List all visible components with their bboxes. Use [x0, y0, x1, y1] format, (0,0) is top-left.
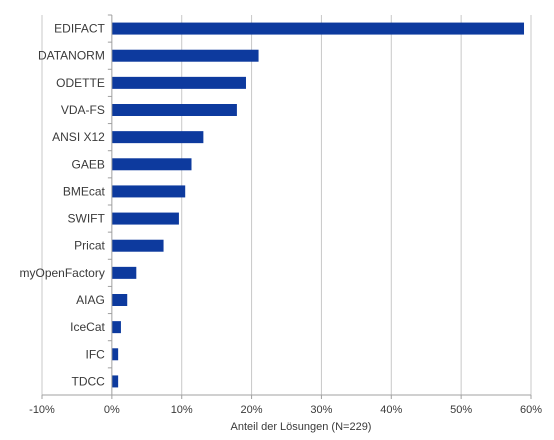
category-label: GAEB — [71, 157, 104, 171]
category-label: EDIFACT — [54, 22, 105, 36]
x-tick-label: -10% — [29, 404, 55, 416]
category-label: SWIFT — [68, 212, 106, 226]
category-label: VDA-FS — [61, 103, 105, 117]
category-label: IceCat — [70, 320, 105, 334]
bar-tdcc — [111, 375, 119, 388]
bar-vda-fs — [111, 104, 237, 116]
bar-ifc — [111, 348, 119, 361]
bar-gaeb — [111, 158, 192, 171]
category-label: Pricat — [74, 239, 105, 253]
bar-ansi-x12 — [111, 131, 204, 144]
category-label: DATANORM — [38, 49, 105, 63]
bar-myopenfactory — [111, 266, 137, 279]
gridlines — [41, 15, 532, 395]
bar-bmecat — [111, 185, 186, 198]
category-label: myOpenFactory — [19, 266, 104, 280]
bar-aiag — [111, 294, 128, 306]
category-label: TDCC — [72, 374, 106, 388]
category-label: AIAG — [76, 293, 105, 307]
labels: -10% 0% 10% 20% 30% 40% 50% 60% EDIFACT DATANORM O… — [19, 22, 542, 416]
axes — [41, 14, 532, 399]
bars — [111, 22, 525, 388]
x-tick-label: 30% — [310, 404, 332, 416]
category-label: IFC — [86, 347, 106, 361]
category-label: ANSI X12 — [52, 130, 105, 144]
bar-swift — [111, 212, 179, 225]
x-tick-label: 60% — [520, 404, 542, 416]
bar-icecat — [111, 321, 121, 334]
bar-datanorm — [111, 49, 259, 62]
x-tick-label: 40% — [380, 404, 402, 416]
bar-pricat — [111, 239, 164, 252]
bar-odette — [111, 76, 246, 89]
bar-edifact — [111, 22, 525, 35]
category-label: ODETTE — [56, 76, 105, 90]
x-tick-label: 10% — [171, 404, 193, 416]
category-label: BMEcat — [63, 184, 106, 198]
x-tick-label: 0% — [104, 404, 120, 416]
x-tick-label: 20% — [241, 404, 263, 416]
x-axis-title: Anteil der Lösungen (N=229) — [231, 421, 372, 433]
x-tick-label: 50% — [450, 404, 472, 416]
